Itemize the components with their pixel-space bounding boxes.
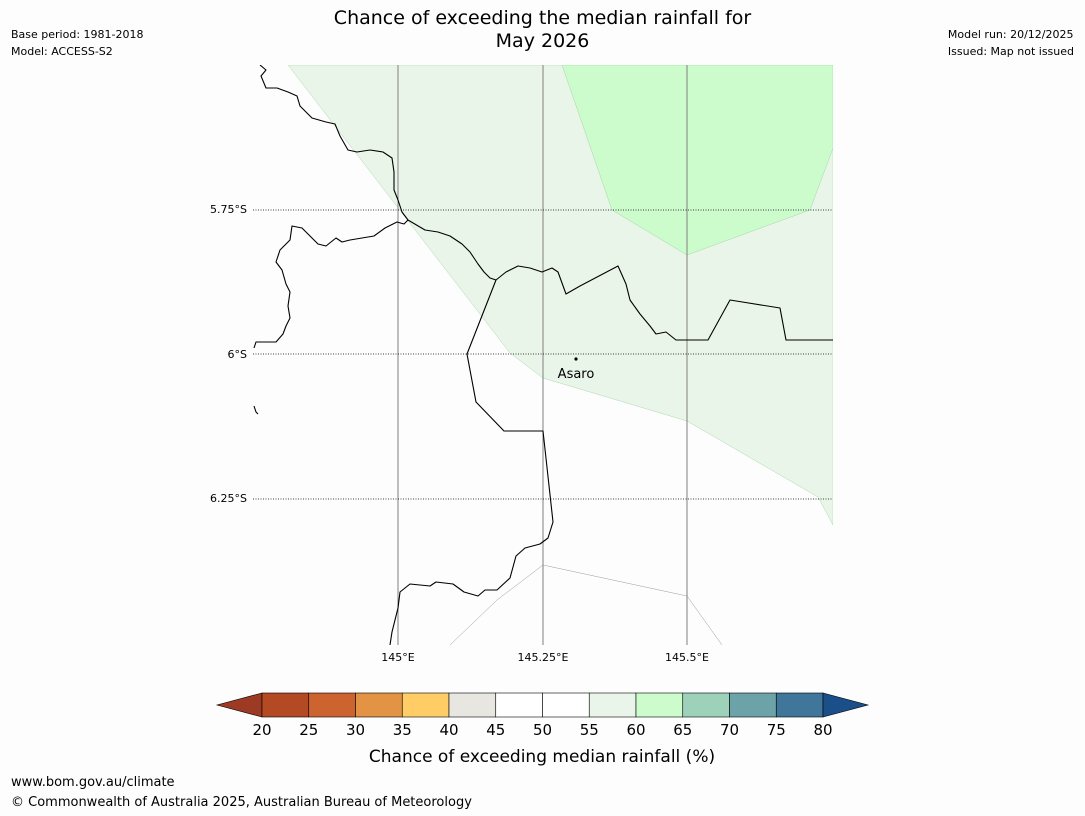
colorbar-tick-label: 55 xyxy=(580,721,599,739)
colorbar-segment xyxy=(775,692,824,718)
colorbar-segment xyxy=(261,692,310,718)
colorbar-segment xyxy=(588,692,637,718)
colorbar-tick-label: 50 xyxy=(533,721,552,739)
lat-label-6-25: 6.25°S xyxy=(210,492,247,505)
page-title: Chance of exceeding the median rainfall … xyxy=(0,7,1085,53)
colorbar-tick-label: 45 xyxy=(486,721,505,739)
colorbar-tick-label: 25 xyxy=(299,721,318,739)
footer-copyright: © Commonwealth of Australia 2025, Austra… xyxy=(11,795,472,810)
colorbar-segment xyxy=(542,692,590,718)
colorbar-tick-label: 35 xyxy=(393,721,412,739)
colorbar xyxy=(215,692,870,718)
province-border-north xyxy=(253,65,409,349)
province-border-central xyxy=(407,219,833,341)
colorbar-title: Chance of exceeding median rainfall (%) xyxy=(369,747,715,767)
asaro-marker xyxy=(574,357,578,361)
issued-status: Issued: Map not issued xyxy=(947,45,1074,58)
contour-line xyxy=(449,564,723,645)
lat-label-6: 6°S xyxy=(228,348,247,361)
asaro-label: Asaro xyxy=(558,367,595,382)
province-border-south xyxy=(389,279,554,645)
header-meta-right: Model run: 20/12/2025 Issued: Map not is… xyxy=(948,26,1074,60)
base-period: Base period: 1981-2018 xyxy=(11,28,144,41)
colorbar-segment xyxy=(448,692,497,718)
title-line-2: May 2026 xyxy=(495,30,590,52)
lon-label-145: 145°E xyxy=(381,651,414,664)
probability-band-60-65 xyxy=(561,65,833,256)
title-line-1: Chance of exceeding the median rainfall … xyxy=(333,7,752,29)
colorbar-tick-label: 75 xyxy=(767,721,786,739)
colorbar-tick-label: 40 xyxy=(439,721,458,739)
colorbar-segment xyxy=(729,692,777,718)
colorbar-ticks: 20 25 30 35 40 45 50 55 60 65 70 75 80 xyxy=(252,721,832,739)
lon-label-145-25: 145.25°E xyxy=(518,651,569,664)
lon-label-145-5: 145.5°E xyxy=(665,651,709,664)
colorbar-segment xyxy=(635,692,684,718)
model-name: Model: ACCESS-S2 xyxy=(11,45,113,58)
colorbar-extend-low xyxy=(215,692,263,718)
colorbar-segment xyxy=(682,692,730,718)
colorbar-tick-label: 80 xyxy=(813,721,832,739)
footer-url: www.bom.gov.au/climate xyxy=(11,775,175,790)
province-border-fragment xyxy=(253,405,259,415)
colorbar-segment xyxy=(495,692,543,718)
colorbar-tick-label: 65 xyxy=(673,721,692,739)
header-meta-left: Base period: 1981-2018 Model: ACCESS-S2 xyxy=(11,26,143,60)
colorbar-tick-label: 70 xyxy=(720,721,739,739)
colorbar-tick-label: 30 xyxy=(346,721,365,739)
map-area xyxy=(253,65,833,645)
colorbar-segment xyxy=(401,692,450,718)
colorbar-segment xyxy=(308,692,356,718)
lat-label-5-75: 5.75°S xyxy=(210,203,247,216)
colorbar-segment xyxy=(355,692,403,718)
model-run: Model run: 20/12/2025 xyxy=(947,28,1074,41)
colorbar-extend-high xyxy=(822,692,870,718)
colorbar-tick-label: 60 xyxy=(626,721,645,739)
colorbar-tick-label: 20 xyxy=(252,721,271,739)
